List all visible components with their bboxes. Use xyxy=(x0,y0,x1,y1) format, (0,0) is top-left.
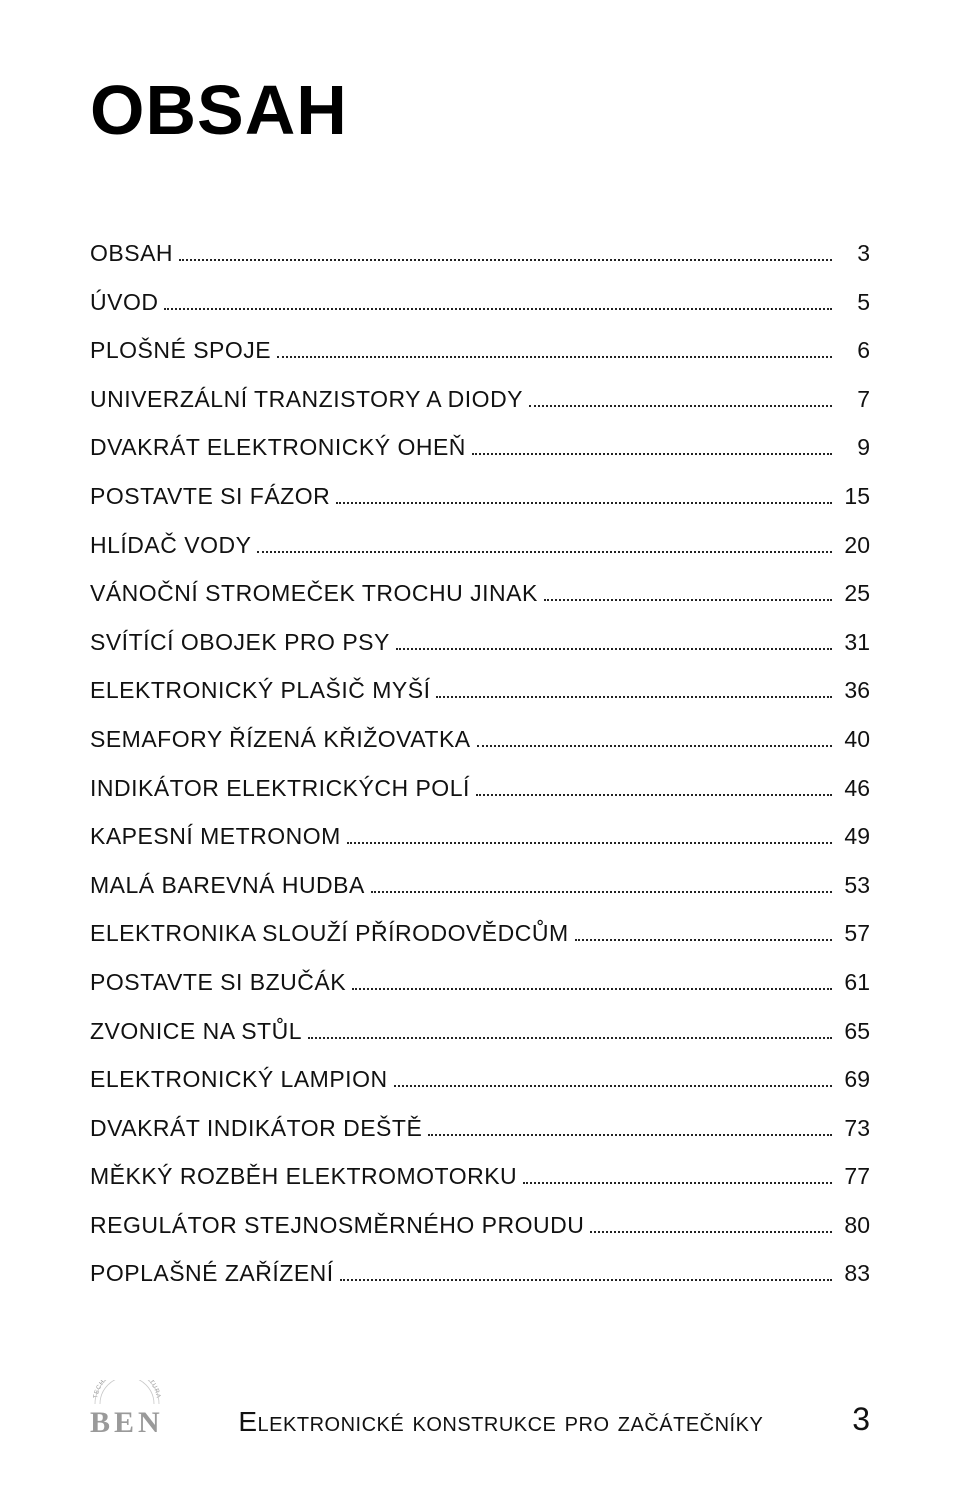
toc-label: REGULÁTOR STEJNOSMĚRNÉHO PROUDU xyxy=(90,1212,584,1240)
toc-dot-leader xyxy=(428,1134,832,1136)
toc-label: INDIKÁTOR ELEKTRICKÝCH POLÍ xyxy=(90,775,470,803)
toc-page-number: 83 xyxy=(838,1260,870,1288)
logo-arc-icon: TECHNICKÁ LITERATURA xyxy=(93,1380,161,1406)
toc-page-number: 46 xyxy=(838,775,870,803)
toc-row: PLOŠNÉ SPOJE 6 xyxy=(90,337,870,365)
toc-label: PLOŠNÉ SPOJE xyxy=(90,337,271,365)
toc-label: VÁNOČNÍ STROMEČEK TROCHU JINAK xyxy=(90,580,538,608)
publisher-logo: TECHNICKÁ LITERATURA BEN xyxy=(90,1380,164,1438)
toc-row: POSTAVTE SI BZUČÁK 61 xyxy=(90,969,870,997)
logo-text: BEN xyxy=(90,1408,164,1438)
toc-dot-leader xyxy=(396,648,832,650)
toc-dot-leader xyxy=(257,551,832,553)
toc-dot-leader xyxy=(529,405,832,407)
toc-page-number: 61 xyxy=(838,969,870,997)
toc-page-number: 36 xyxy=(838,677,870,705)
toc-row: ZVONICE NA STŮL 65 xyxy=(90,1018,870,1046)
toc-page-number: 49 xyxy=(838,823,870,851)
toc-label: OBSAH xyxy=(90,240,173,268)
toc-page-number: 73 xyxy=(838,1115,870,1143)
toc-page-number: 9 xyxy=(838,434,870,462)
toc-label: SVÍTÍCÍ OBOJEK PRO PSY xyxy=(90,629,390,657)
toc-row: KAPESNÍ METRONOM 49 xyxy=(90,823,870,851)
toc-dot-leader xyxy=(477,745,832,747)
toc-label: POSTAVTE SI BZUČÁK xyxy=(90,969,346,997)
footer-page-number: 3 xyxy=(838,1401,870,1438)
toc-dot-leader xyxy=(340,1279,832,1281)
toc-label: DVAKRÁT ELEKTRONICKÝ OHEŇ xyxy=(90,434,466,462)
toc-page-number: 20 xyxy=(838,532,870,560)
toc-dot-leader xyxy=(179,259,832,261)
toc-row: OBSAH 3 xyxy=(90,240,870,268)
toc-page-number: 65 xyxy=(838,1018,870,1046)
toc-label: MALÁ BAREVNÁ HUDBA xyxy=(90,872,365,900)
footer-title: Elektronické konstrukce pro začátečníky xyxy=(164,1406,838,1438)
toc-dot-leader xyxy=(476,794,832,796)
toc-dot-leader xyxy=(436,696,832,698)
table-of-contents: OBSAH 3 ÚVOD 5 PLOŠNÉ SPOJE 6 UNIVERZÁLNÍ TRAN… xyxy=(90,240,870,1288)
toc-page-number: 25 xyxy=(838,580,870,608)
toc-dot-leader xyxy=(277,356,832,358)
toc-dot-leader xyxy=(347,842,832,844)
toc-page-number: 7 xyxy=(838,386,870,414)
toc-page-number: 31 xyxy=(838,629,870,657)
toc-row: MĚKKÝ ROZBĚH ELEKTROMOTORKU 77 xyxy=(90,1163,870,1191)
toc-row: POSTAVTE SI FÁZOR 15 xyxy=(90,483,870,511)
toc-row: HLÍDAČ VODY 20 xyxy=(90,532,870,560)
toc-dot-leader xyxy=(523,1182,832,1184)
toc-label: UNIVERZÁLNÍ TRANZISTORY A DIODY xyxy=(90,386,523,414)
toc-row: DVAKRÁT INDIKÁTOR DEŠTĚ 73 xyxy=(90,1115,870,1143)
page: OBSAH OBSAH 3 ÚVOD 5 PLOŠNÉ SPOJE 6 UNIVERZÁLN… xyxy=(0,0,960,1488)
toc-page-number: 69 xyxy=(838,1066,870,1094)
toc-row: MALÁ BAREVNÁ HUDBA 53 xyxy=(90,872,870,900)
toc-dot-leader xyxy=(336,502,832,504)
footer: TECHNICKÁ LITERATURA BEN Elektronické ko… xyxy=(90,1380,870,1438)
toc-label: POPLAŠNÉ ZAŘÍZENÍ xyxy=(90,1260,334,1288)
toc-label: SEMAFORY ŘÍZENÁ KŘIŽOVATKA xyxy=(90,726,471,754)
toc-row: ELEKTRONICKÝ LAMPION 69 xyxy=(90,1066,870,1094)
toc-dot-leader xyxy=(575,939,832,941)
toc-dot-leader xyxy=(590,1231,832,1233)
toc-row: ELEKTRONIKA SLOUŽÍ PŘÍRODOVĚDCŮM 57 xyxy=(90,920,870,948)
toc-label: ÚVOD xyxy=(90,289,158,317)
toc-label: MĚKKÝ ROZBĚH ELEKTROMOTORKU xyxy=(90,1163,517,1191)
toc-label: ELEKTRONICKÝ PLAŠIČ MYŠÍ xyxy=(90,677,430,705)
toc-page-number: 57 xyxy=(838,920,870,948)
toc-dot-leader xyxy=(164,308,832,310)
toc-label: POSTAVTE SI FÁZOR xyxy=(90,483,330,511)
toc-dot-leader xyxy=(308,1037,832,1039)
toc-row: POPLAŠNÉ ZAŘÍZENÍ 83 xyxy=(90,1260,870,1288)
toc-row: INDIKÁTOR ELEKTRICKÝCH POLÍ 46 xyxy=(90,775,870,803)
toc-label: KAPESNÍ METRONOM xyxy=(90,823,341,851)
page-title: OBSAH xyxy=(90,70,870,150)
toc-page-number: 77 xyxy=(838,1163,870,1191)
toc-row: SVÍTÍCÍ OBOJEK PRO PSY 31 xyxy=(90,629,870,657)
toc-row: UNIVERZÁLNÍ TRANZISTORY A DIODY 7 xyxy=(90,386,870,414)
toc-page-number: 3 xyxy=(838,240,870,268)
toc-dot-leader xyxy=(371,891,832,893)
toc-label: DVAKRÁT INDIKÁTOR DEŠTĚ xyxy=(90,1115,422,1143)
toc-row: SEMAFORY ŘÍZENÁ KŘIŽOVATKA 40 xyxy=(90,726,870,754)
toc-row: ELEKTRONICKÝ PLAŠIČ MYŠÍ 36 xyxy=(90,677,870,705)
toc-row: DVAKRÁT ELEKTRONICKÝ OHEŇ 9 xyxy=(90,434,870,462)
toc-dot-leader xyxy=(472,453,832,455)
toc-row: ÚVOD 5 xyxy=(90,289,870,317)
toc-dot-leader xyxy=(544,599,832,601)
toc-page-number: 5 xyxy=(838,289,870,317)
toc-label: HLÍDAČ VODY xyxy=(90,532,251,560)
toc-row: REGULÁTOR STEJNOSMĚRNÉHO PROUDU 80 xyxy=(90,1212,870,1240)
toc-page-number: 6 xyxy=(838,337,870,365)
toc-page-number: 40 xyxy=(838,726,870,754)
toc-label: ZVONICE NA STŮL xyxy=(90,1018,302,1046)
toc-label: ELEKTRONICKÝ LAMPION xyxy=(90,1066,388,1094)
toc-row: VÁNOČNÍ STROMEČEK TROCHU JINAK 25 xyxy=(90,580,870,608)
toc-dot-leader xyxy=(352,988,832,990)
toc-dot-leader xyxy=(394,1085,832,1087)
toc-label: ELEKTRONIKA SLOUŽÍ PŘÍRODOVĚDCŮM xyxy=(90,920,569,948)
toc-page-number: 80 xyxy=(838,1212,870,1240)
toc-page-number: 15 xyxy=(838,483,870,511)
toc-page-number: 53 xyxy=(838,872,870,900)
